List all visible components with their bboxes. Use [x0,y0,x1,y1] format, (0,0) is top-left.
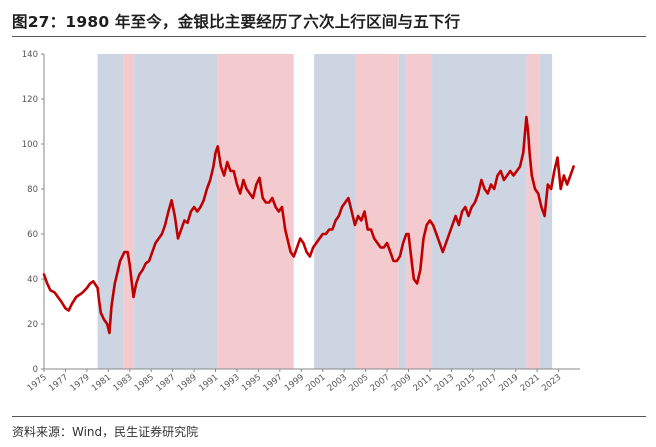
x-tick-label: 2011 [412,372,435,393]
x-tick-label: 1983 [111,372,134,393]
x-tick-label: 1997 [261,372,284,393]
source-note: 资料来源：Wind，民生证券研究院 [12,425,199,439]
shaded-region-up-3 [217,54,294,369]
y-tick-label: 80 [27,185,38,195]
x-tick-label: 2013 [433,372,456,393]
x-tick-label: 2021 [519,372,542,393]
x-tick-label: 2007 [369,372,392,393]
x-tick-label: 2001 [304,372,327,393]
title-divider [12,36,646,37]
shaded-region-down-8 [432,54,527,369]
x-tick-label: 1979 [69,372,92,393]
source-divider [12,416,646,417]
y-tick-label: 60 [27,230,38,240]
x-tick-label: 1999 [283,372,306,393]
x-tick-label: 1985 [133,372,156,393]
x-tick-label: 1989 [176,372,199,393]
x-tick-label: 1981 [90,372,113,393]
shaded-region-down-2 [134,54,218,369]
x-tick-label: 2009 [390,372,413,393]
y-tick-label: 0 [33,365,38,375]
x-tick-label: 1977 [47,372,70,393]
shaded-region-up-5 [355,54,399,369]
x-tick-label: 2017 [476,372,499,393]
shaded-region-up-7 [406,54,433,369]
y-tick-label: 100 [22,140,38,150]
chart-title: 图27：1980 年至今，金银比主要经历了六次上行区间与五下行 [12,13,461,31]
y-tick-label: 140 [22,50,38,60]
series-line-gold-silver-ratio [42,115,575,335]
x-tick-label: 1993 [219,372,242,393]
shaded-region-down-4 [314,54,356,369]
shaded-regions [97,54,553,369]
y-tick-labels: 0 20 40 60 80 100 120 140 [22,50,44,375]
x-tick-label: 1987 [154,372,177,393]
shaded-region-up-9 [526,54,540,369]
y-tick-label: 40 [27,275,38,285]
y-tick-label: 20 [27,320,38,330]
x-tick-label: 1995 [240,372,263,393]
x-tick-label: 2023 [540,372,563,393]
x-tick-labels: 1975197719791981198319851987198919911993… [26,369,563,394]
x-tick-label: 1975 [26,372,49,393]
shaded-region-down-6 [398,54,407,369]
x-tick-label: 2019 [497,372,520,393]
x-tick-label: 2005 [347,372,370,393]
y-tick-label: 120 [22,95,38,105]
x-tick-label: 2003 [326,372,349,393]
axes [43,54,580,370]
shaded-region-up-1 [123,54,135,369]
x-tick-label: 2015 [454,372,477,393]
x-tick-label: 1991 [197,372,220,393]
